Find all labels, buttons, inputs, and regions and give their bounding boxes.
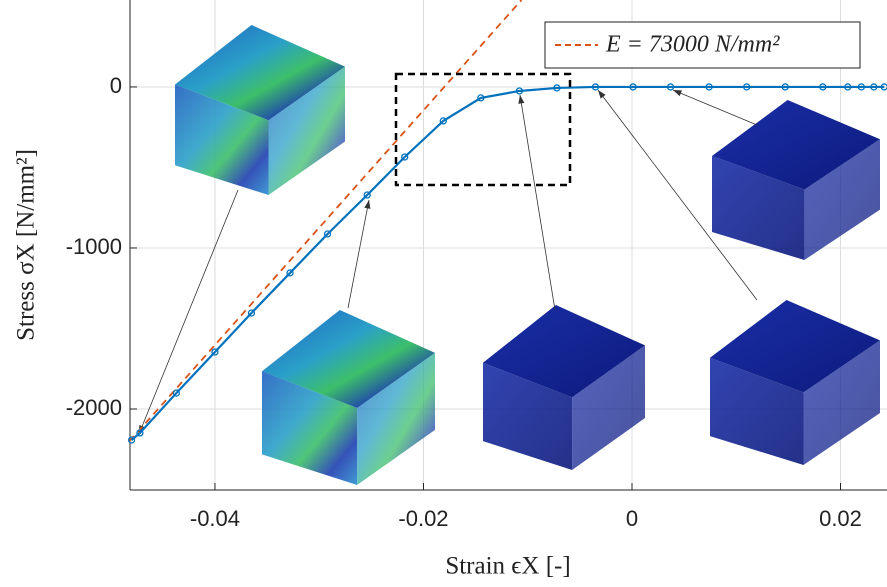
x-tick-label: 0.02 bbox=[819, 506, 862, 531]
specimen-inset bbox=[175, 25, 345, 195]
annotation-arrow bbox=[348, 200, 369, 308]
chart: -0.04 -0.02 0 0.02 -2000 -1000 0 E = 73000 N/m… bbox=[0, 0, 887, 587]
insets bbox=[139, 25, 880, 485]
arrow-head bbox=[364, 200, 370, 209]
annotation-arrow bbox=[520, 95, 555, 310]
x-tick-label: -0.04 bbox=[190, 506, 240, 531]
arrow-head bbox=[598, 90, 606, 99]
arrow-head bbox=[673, 90, 682, 96]
x-tick-label: 0 bbox=[626, 506, 638, 531]
specimen-inset bbox=[262, 310, 435, 485]
arrow-head bbox=[518, 95, 524, 104]
x-axis-label: Strain ϵX [-] bbox=[445, 553, 570, 580]
annotation-arrow bbox=[673, 90, 757, 125]
annotation-arrow bbox=[139, 190, 238, 434]
x-tick-label: -0.02 bbox=[398, 506, 448, 531]
y-tick-label: 0 bbox=[110, 73, 122, 98]
legend-label: E = 73000 N/mm² bbox=[605, 32, 780, 58]
zoom-box bbox=[396, 74, 570, 185]
y-tick-label: -1000 bbox=[66, 234, 122, 259]
specimen-inset bbox=[483, 305, 645, 470]
specimen-inset bbox=[712, 100, 880, 260]
specimen-inset bbox=[710, 300, 880, 465]
y-tick-label: -2000 bbox=[66, 395, 122, 420]
y-axis-label: Stress σX [N/mm²] bbox=[13, 149, 40, 341]
